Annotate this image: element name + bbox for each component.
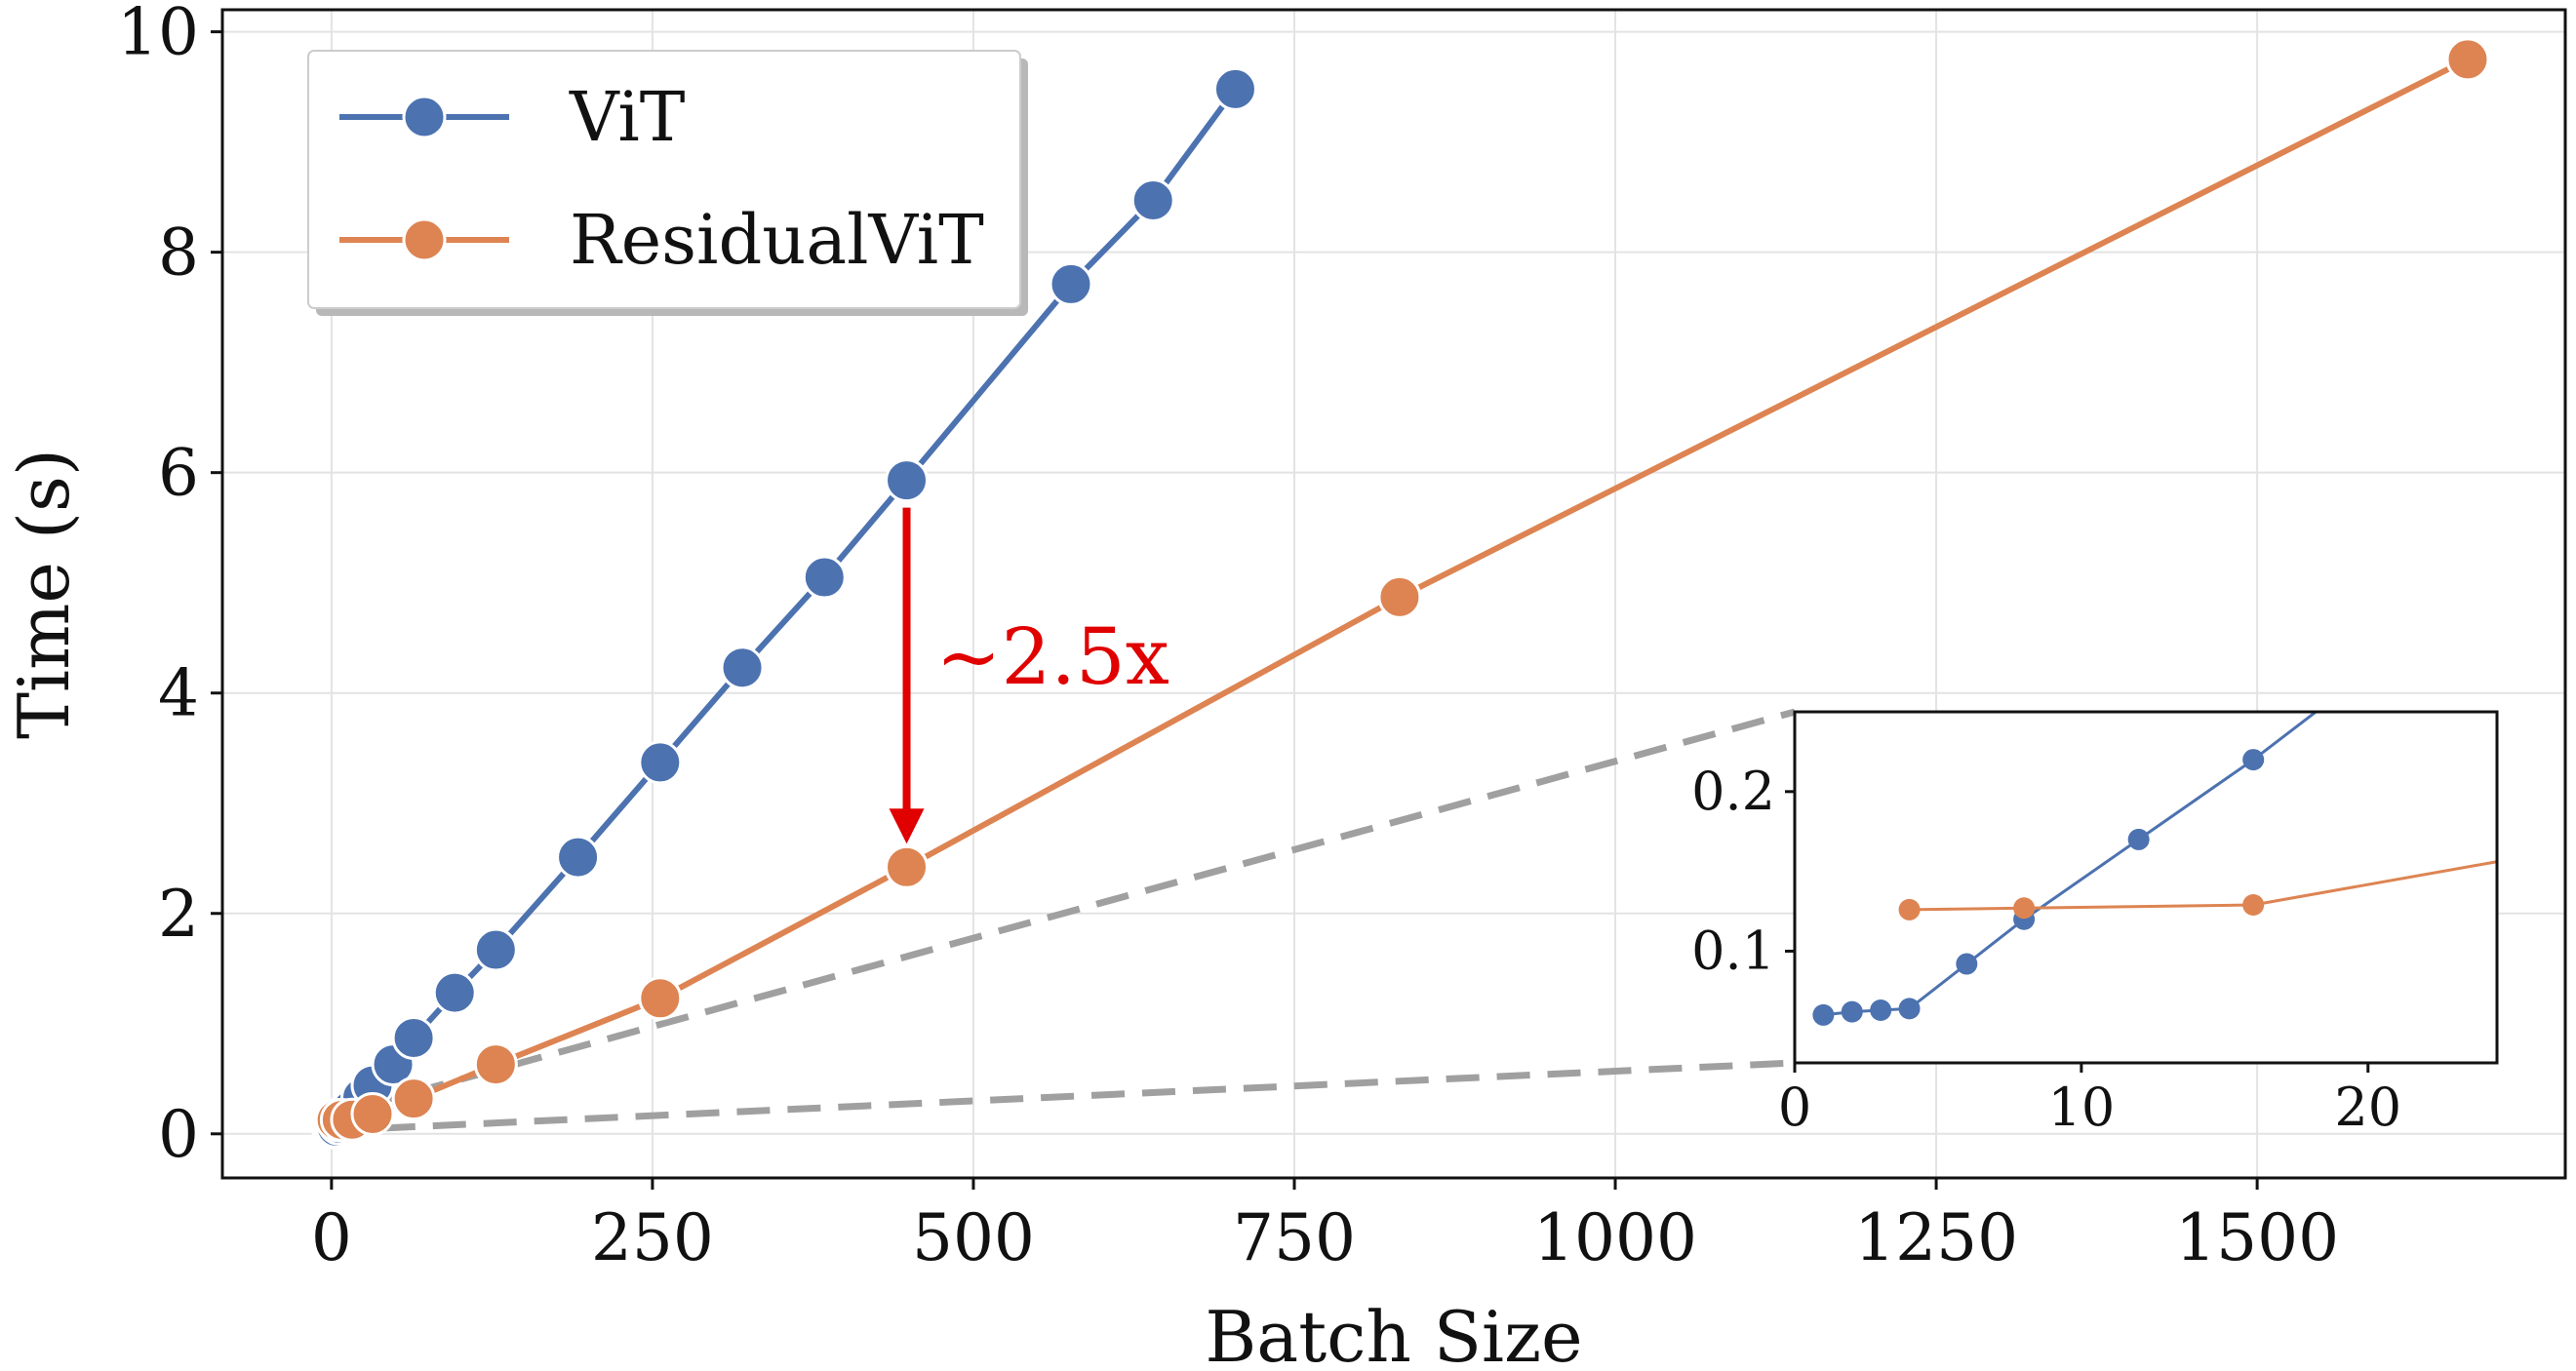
legend-marker-residualvit: [402, 217, 447, 262]
data-point-vit: [1130, 178, 1175, 223]
inset-data-point-vit: [2127, 828, 2150, 850]
x-axis-title: Batch Size: [1205, 1296, 1582, 1371]
inset-ticks: 0 10 20 0.1 0.2: [1691, 761, 2401, 1138]
inset-series-line-residualvit: [1909, 860, 2497, 912]
data-point-residualvit: [1377, 574, 1422, 619]
annotation-label: ~2.5x: [936, 611, 1169, 702]
inset-data-point-residualvit: [2242, 894, 2265, 916]
main-ticks: 0 250 500 750 1000 1250 1500 0 2 4 6 8 10: [117, 0, 2339, 1275]
inset-y-tick-label: 0.1: [1691, 920, 1775, 981]
data-point-vit: [638, 740, 683, 785]
inset-y-tick-label: 0.2: [1691, 761, 1775, 822]
x-tick-label: 750: [1233, 1200, 1356, 1275]
x-tick-label: 1000: [1533, 1200, 1697, 1275]
inset-data-point-vit: [2242, 749, 2265, 771]
data-point-vit: [720, 646, 765, 690]
inset-x-tick-label: 20: [2334, 1077, 2401, 1138]
data-point-residualvit: [473, 1042, 518, 1087]
data-point-residualvit: [885, 844, 930, 889]
y-tick-label: 4: [158, 656, 199, 731]
data-point-vit: [473, 927, 518, 972]
x-tick-label: 1250: [1854, 1200, 2018, 1275]
inset-data-point-vit: [1956, 953, 1978, 975]
data-point-residualvit: [391, 1077, 436, 1121]
plot-frame: [220, 8, 2567, 1180]
inset-data-point-vit: [1841, 1000, 1863, 1023]
x-tick-label: 500: [912, 1200, 1035, 1275]
data-point-vit: [432, 970, 477, 1015]
annotation-arrow-head: [889, 808, 925, 844]
y-axis-title: Time (s): [3, 449, 85, 739]
zoom-line-upper: [362, 708, 1796, 1110]
y-tick-label: 0: [158, 1097, 199, 1172]
inset-frame: [1793, 710, 2499, 1065]
data-point-vit: [1049, 261, 1093, 306]
legend-label-residualvit: ResidualViT: [570, 200, 984, 280]
inset-data-point-residualvit: [1898, 898, 1921, 921]
data-point-residualvit: [2445, 37, 2490, 82]
annotation: ~2.5x: [889, 507, 1169, 844]
zoom-line-lower: [331, 1059, 1796, 1134]
inset-data-point-vit: [1870, 999, 1892, 1021]
legend: ViT ResidualViT: [307, 50, 1028, 316]
data-point-vit: [556, 835, 601, 880]
x-tick-label: 250: [591, 1200, 714, 1275]
y-tick-label: 10: [117, 0, 199, 70]
data-point-residualvit: [638, 976, 683, 1021]
data-point-residualvit: [350, 1091, 395, 1136]
y-tick-label: 6: [158, 436, 199, 511]
y-tick-label: 2: [158, 877, 199, 952]
inset-series-line-vit: [1823, 712, 2318, 1017]
inset-x-tick-label: 0: [1778, 1077, 1811, 1138]
legend-label-vit: ViT: [569, 77, 685, 157]
data-point-vit: [885, 458, 930, 503]
inset-data-point-vit: [1812, 1003, 1835, 1026]
inset-data-point-vit: [1898, 998, 1921, 1020]
inset-x-tick-label: 10: [2048, 1077, 2116, 1138]
zoom-connector-lines: [331, 708, 1796, 1134]
legend-items: ViT ResidualViT: [339, 77, 984, 280]
inset-zoom-chart: 0 10 20 0.1 0.2: [1691, 710, 2499, 1138]
data-point-vit: [391, 1015, 436, 1060]
data-point-vit: [802, 555, 847, 600]
x-tick-label: 1500: [2175, 1200, 2339, 1275]
x-tick-label: 0: [311, 1200, 352, 1275]
inset-data-point-residualvit: [2013, 897, 2036, 920]
data-point-vit: [1212, 66, 1257, 111]
main-series: [310, 37, 2490, 1150]
legend-marker-vit: [402, 95, 447, 139]
y-tick-label: 8: [158, 215, 199, 291]
inset-series: [1812, 712, 2497, 1026]
